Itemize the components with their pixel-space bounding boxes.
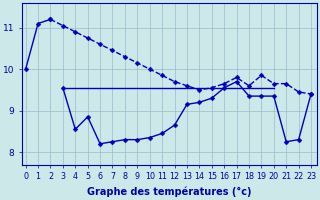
X-axis label: Graphe des températures (°c): Graphe des températures (°c) bbox=[87, 187, 252, 197]
